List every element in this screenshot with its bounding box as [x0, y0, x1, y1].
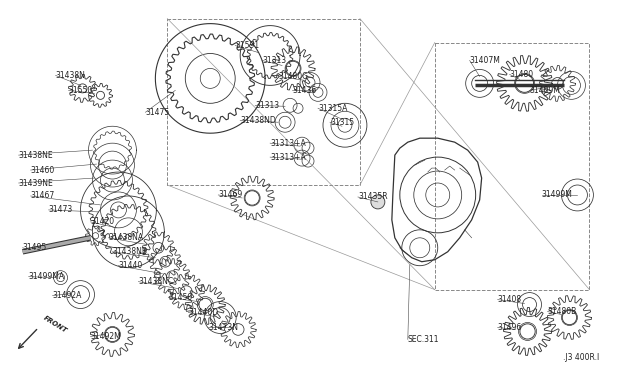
Text: 31492M: 31492M [90, 332, 121, 341]
Text: 31408: 31408 [498, 295, 522, 304]
Text: 31440: 31440 [118, 261, 143, 270]
Text: 31480B: 31480B [547, 307, 577, 316]
Text: 31438N: 31438N [56, 71, 86, 80]
Text: 31438NC: 31438NC [138, 277, 173, 286]
Text: 31473N: 31473N [208, 323, 238, 332]
Text: 31475: 31475 [145, 108, 170, 117]
Text: 31438NE: 31438NE [19, 151, 53, 160]
Text: 31473: 31473 [49, 205, 73, 214]
Text: 31467: 31467 [31, 192, 55, 201]
Text: 31409M: 31409M [529, 86, 561, 95]
Text: 31436: 31436 [292, 86, 316, 95]
Text: 31435R: 31435R [358, 192, 388, 202]
Text: 31550: 31550 [68, 86, 93, 95]
Bar [435, 42, 589, 290]
Text: 31420: 31420 [90, 217, 115, 227]
Text: 31450: 31450 [168, 293, 193, 302]
Text: 31313: 31313 [262, 56, 286, 65]
Text: 31440D: 31440D [188, 308, 218, 317]
Text: 31313+A: 31313+A [270, 153, 306, 161]
Text: 31499MA: 31499MA [29, 272, 65, 281]
Text: 31438NA: 31438NA [108, 233, 143, 242]
Text: 31469: 31469 [218, 190, 243, 199]
Text: SEC.311: SEC.311 [408, 335, 439, 344]
Text: 31480G: 31480G [278, 72, 308, 81]
Text: 31460: 31460 [31, 166, 55, 174]
Circle shape [371, 195, 385, 209]
Text: 31438ND: 31438ND [240, 116, 276, 125]
Text: 31438NB: 31438NB [113, 247, 147, 256]
Text: FRONT: FRONT [43, 315, 68, 334]
Text: .J3 400R.I: .J3 400R.I [563, 353, 600, 362]
Text: 31315A: 31315A [318, 104, 348, 113]
Text: 31313: 31313 [255, 101, 279, 110]
Bar [167, 19, 360, 185]
Text: 31492A: 31492A [52, 291, 82, 300]
Text: 31315: 31315 [330, 118, 354, 127]
Text: 31499M: 31499M [541, 190, 572, 199]
Text: 31496: 31496 [498, 323, 522, 332]
Text: 31313+A: 31313+A [270, 139, 306, 148]
Text: 31480: 31480 [509, 70, 534, 79]
Text: 31439NE: 31439NE [19, 179, 53, 187]
Text: 31407M: 31407M [470, 56, 500, 65]
Text: 31495: 31495 [22, 243, 47, 252]
Text: 31591: 31591 [235, 41, 259, 50]
